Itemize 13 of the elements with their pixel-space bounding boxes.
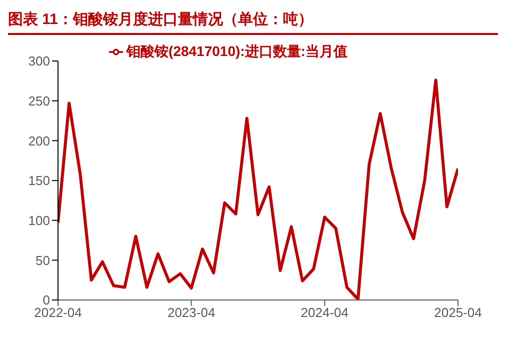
y-tick-label: 300 bbox=[28, 54, 50, 69]
chart-title: 图表 11：钼酸铵月度进口量情况（单位：吨） bbox=[8, 8, 498, 35]
y-tick-label: 150 bbox=[28, 173, 50, 188]
legend-label: 钼酸铵(28417010):进口数量:当月值 bbox=[126, 43, 348, 59]
y-tick-label: 200 bbox=[28, 133, 50, 148]
y-tick-label: 250 bbox=[28, 93, 50, 108]
y-tick-label: 100 bbox=[28, 212, 50, 228]
x-tick-label: 2024-04 bbox=[300, 305, 349, 320]
x-tick-label: 2022-04 bbox=[34, 305, 82, 320]
y-tick-label: 0 bbox=[42, 292, 50, 308]
x-tick-label: 2023-04 bbox=[167, 305, 216, 320]
y-tick-label: 50 bbox=[36, 252, 50, 268]
x-tick-label: 2025-04 bbox=[434, 305, 482, 320]
